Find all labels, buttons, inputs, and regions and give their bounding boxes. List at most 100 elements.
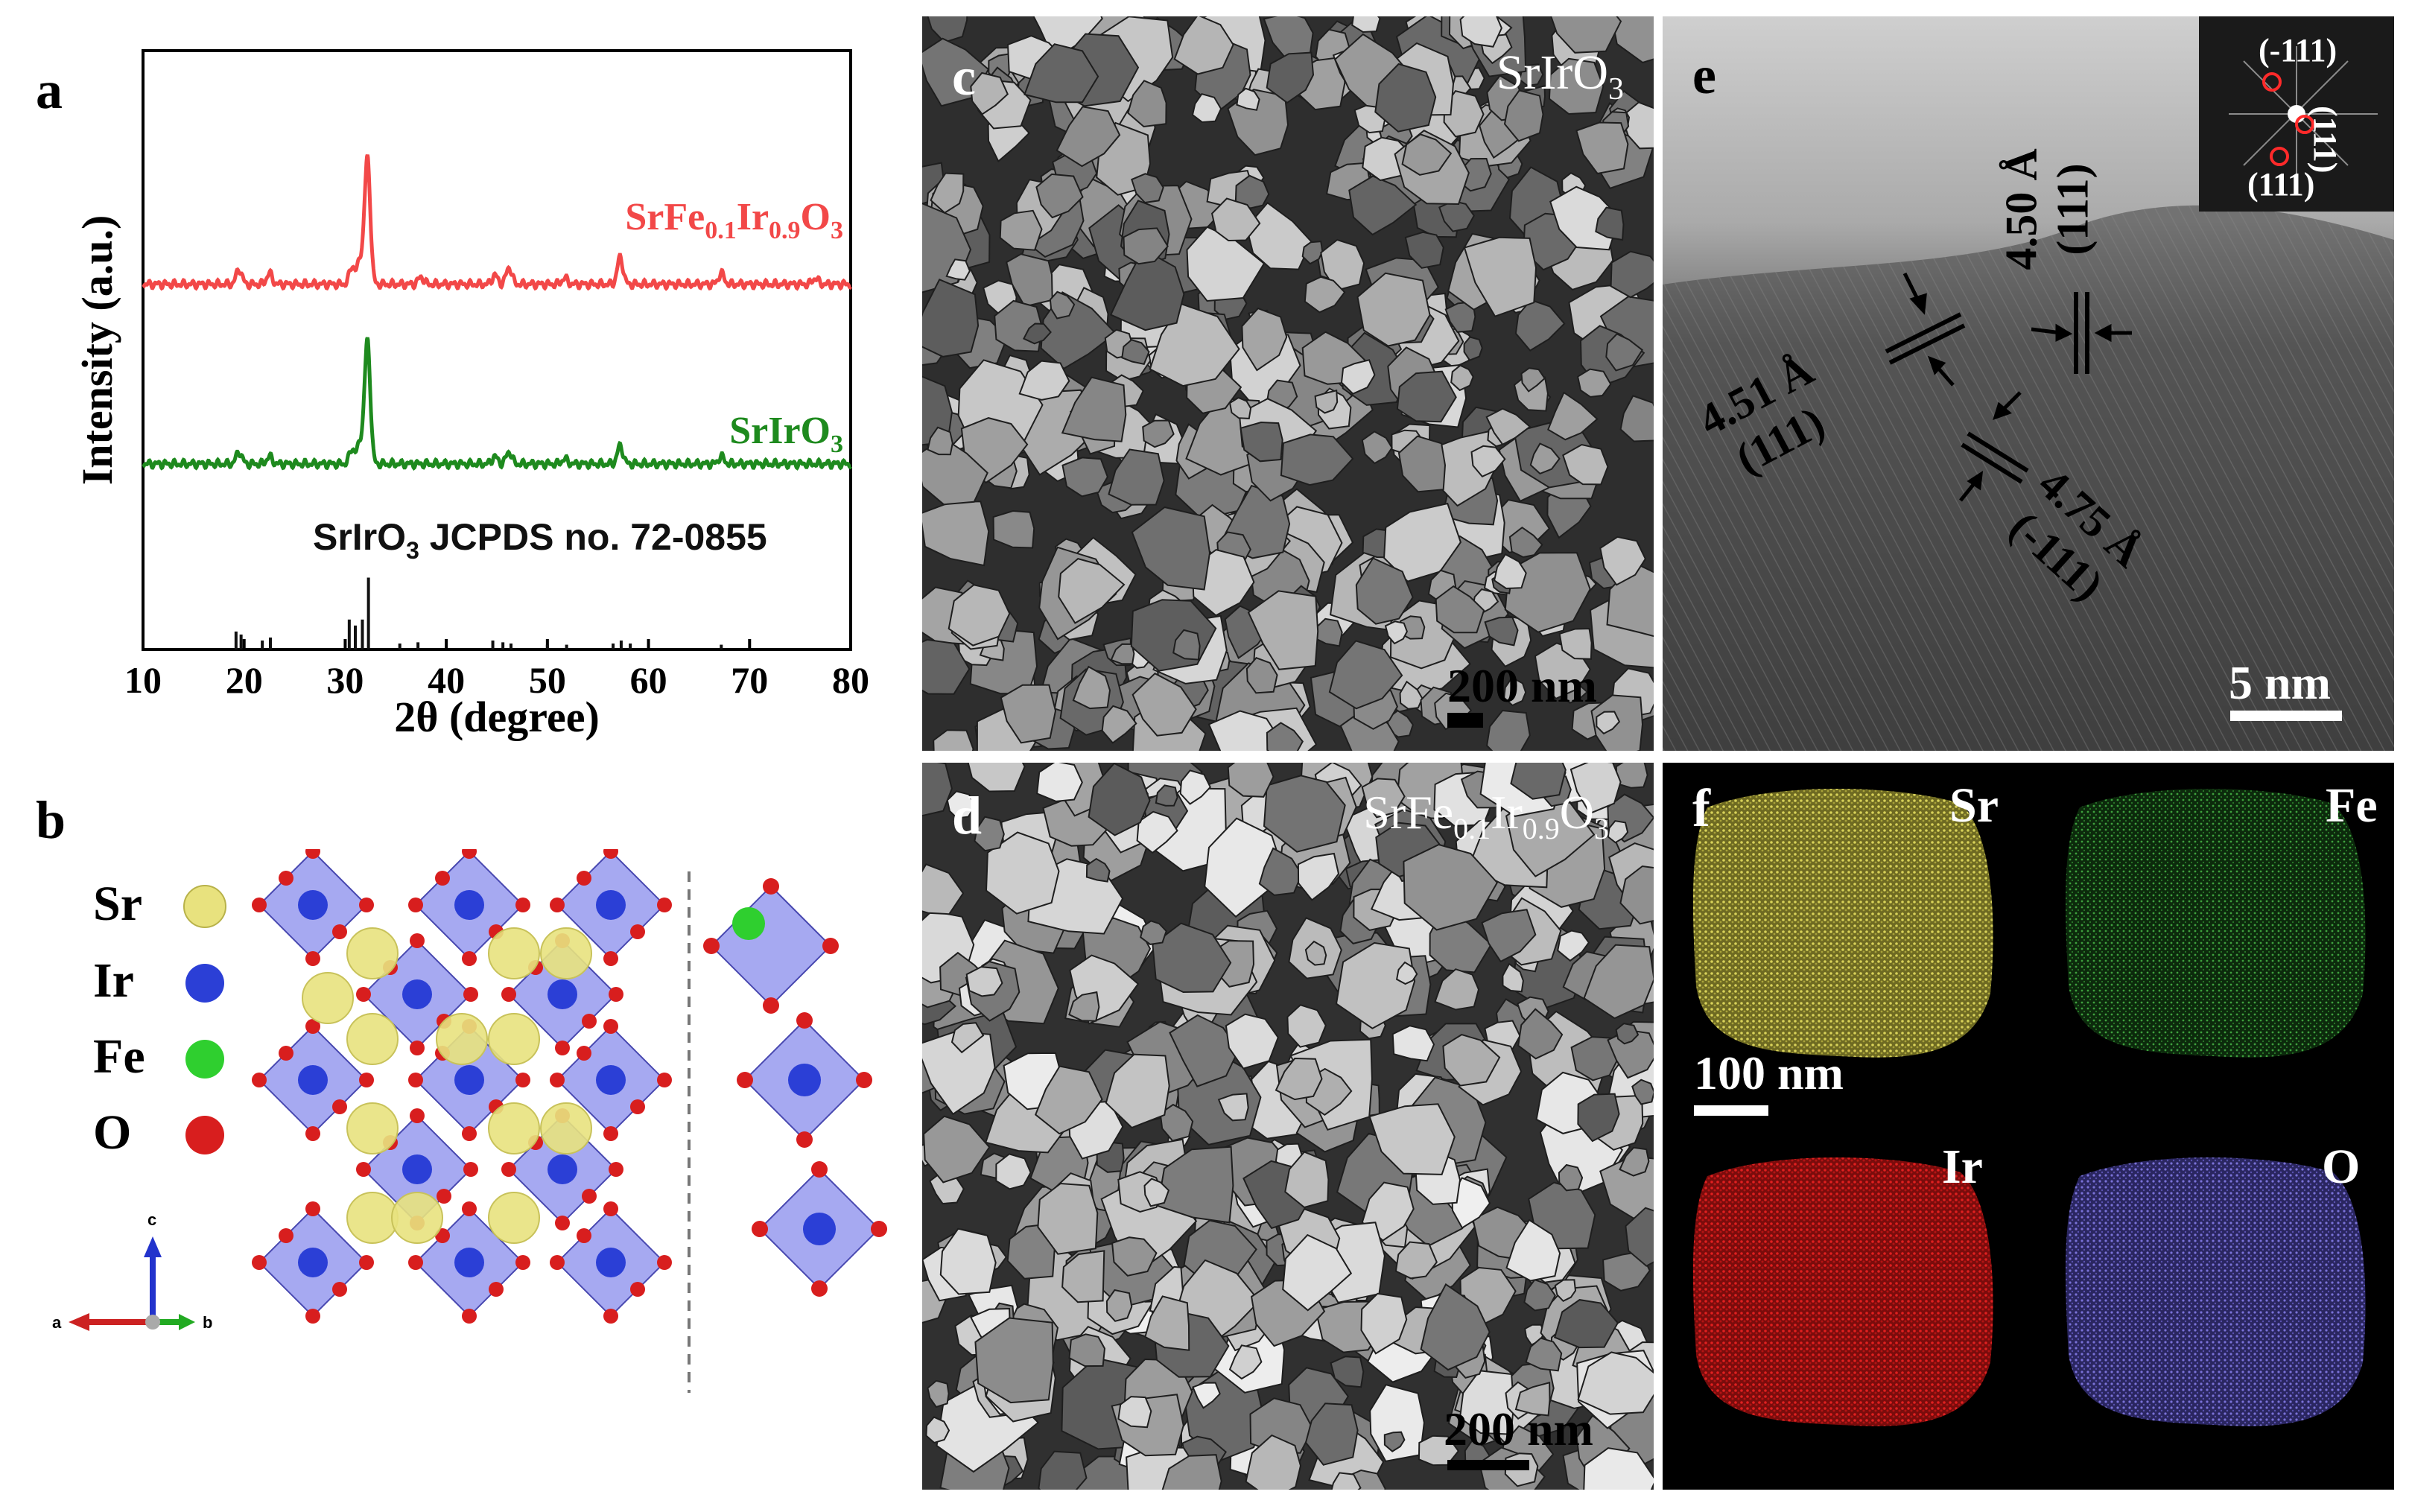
series-label-sriro3: SrIrO3: [729, 410, 843, 458]
sem-particle: [1486, 709, 1531, 751]
sem-particle: [1085, 857, 1111, 883]
legend-sr-sphere: [183, 885, 226, 928]
plot-frame: [142, 49, 852, 651]
sem-particle: [1484, 616, 1519, 647]
oxygen-atom: [410, 1108, 425, 1123]
sem-particle: [1144, 1295, 1190, 1351]
sem-particle: [1204, 817, 1283, 918]
oxygen-atom: [871, 1221, 887, 1237]
oxygen-atom: [752, 1221, 768, 1237]
oxygen-atom: [437, 1189, 451, 1204]
oxygen-atom: [435, 871, 450, 886]
sem-particle: [1105, 1053, 1170, 1129]
oxygen-atom: [657, 1073, 672, 1087]
sem-particle: [1619, 1146, 1650, 1177]
sem-particle: [1266, 722, 1304, 751]
sem-particle: [1396, 370, 1457, 423]
sem-particle: [1369, 1384, 1425, 1463]
oxygen-atom: [305, 1019, 320, 1034]
legend-sr-label: Sr: [93, 877, 142, 931]
sem-particle: [1023, 323, 1052, 345]
eds-label-fe: Fe: [2326, 778, 2378, 833]
oxygen-atom: [408, 1255, 423, 1270]
series-label-srfeiro3: SrFe0.1Ir0.9O3: [625, 196, 843, 244]
sem-particle: [1384, 620, 1408, 645]
oxygen-atom: [359, 898, 374, 912]
sem-particle: [1599, 536, 1647, 586]
series-label-jcpds: SrIrO3 JCPDS no. 72-0855: [313, 516, 767, 564]
sem-particle: [1395, 961, 1418, 985]
sem-particle: [1227, 763, 1275, 798]
sem-particle: [1131, 506, 1211, 591]
iridium-atom: [803, 1213, 836, 1245]
sem-particle: [1470, 445, 1506, 478]
oxygen-atom: [408, 1073, 423, 1087]
oxygen-atom: [657, 1255, 672, 1270]
sem-particle: [927, 1379, 950, 1408]
sem-particle: [1631, 1079, 1654, 1105]
series-group: [142, 154, 853, 649]
sem-particle: [1434, 968, 1480, 1011]
iridium-atom: [548, 1154, 577, 1184]
iridium-atom: [548, 979, 577, 1009]
strontium-atom: [302, 972, 354, 1024]
oxygen-atom: [332, 924, 347, 939]
x-tick-label: 50: [529, 659, 566, 701]
sem-particle: [1547, 391, 1599, 441]
oxygen-atom: [582, 1189, 597, 1204]
sem-particle: [1610, 250, 1654, 299]
iridium-atom: [298, 1065, 328, 1095]
sem-particle: [1192, 1382, 1221, 1409]
oxygen-atom: [577, 871, 591, 886]
oxygen-atom: [856, 1072, 872, 1088]
sem-particle: [1101, 705, 1137, 744]
sem-particle: [930, 172, 965, 214]
sem-particle: [974, 816, 1005, 852]
scalebar-f: 100 nm: [1694, 1046, 1844, 1099]
sem-particle: [1159, 1103, 1194, 1142]
sem-particle: [950, 1022, 985, 1054]
sem-particle: [1607, 1029, 1654, 1079]
oxygen-atom: [462, 951, 477, 966]
sem-particle: [1383, 502, 1462, 582]
oxygen-atom: [603, 951, 618, 966]
crystal-structure: Sr Ir Fe O c a b: [52, 849, 887, 1393]
sem-particle: [1286, 1004, 1327, 1048]
sem-particle: [1529, 442, 1561, 475]
sem-particle: [1368, 1103, 1456, 1175]
oxygen-atom: [603, 1019, 618, 1034]
oxygen-atom: [550, 1073, 565, 1087]
sem-particle: [1108, 448, 1165, 506]
oxygen-atom: [305, 1126, 320, 1141]
oxygen-atom: [359, 1073, 374, 1087]
sem-particle: [1000, 684, 1057, 744]
sem-particle: [1340, 359, 1376, 395]
panel-label-b: b: [36, 790, 66, 850]
sem-particle: [1596, 711, 1621, 735]
sem-particle: [1247, 590, 1319, 670]
sem-particle: [1351, 16, 1381, 34]
sem-particle: [1575, 121, 1629, 175]
sem-particle: [1625, 1207, 1654, 1267]
octahedron: [710, 885, 832, 1007]
sem-particle: [1459, 16, 1502, 48]
sem-particle: [1502, 962, 1524, 993]
sem-particle: [1304, 276, 1346, 314]
sem-particle: [1127, 80, 1167, 128]
legend-o-label: O: [93, 1105, 131, 1160]
eds-label-ir: Ir: [1942, 1140, 1983, 1194]
panel-label-f: f: [1692, 778, 1710, 838]
sem-particle: [1143, 1178, 1170, 1207]
sem-particle: [1275, 1057, 1323, 1101]
iridium-atom: [788, 1064, 821, 1096]
axis-c-label: c: [147, 1210, 156, 1229]
oxygen-atom: [332, 1099, 347, 1114]
sem-particle: [925, 1416, 950, 1444]
sem-particle: [1263, 775, 1346, 853]
oxygen-atom: [489, 1282, 504, 1297]
octahedra-network: [252, 849, 672, 1324]
sem-particle: [1558, 627, 1593, 660]
oxygen-atom: [603, 1309, 618, 1324]
sem-particle: [985, 831, 1060, 915]
oxygen-atom: [462, 849, 477, 859]
